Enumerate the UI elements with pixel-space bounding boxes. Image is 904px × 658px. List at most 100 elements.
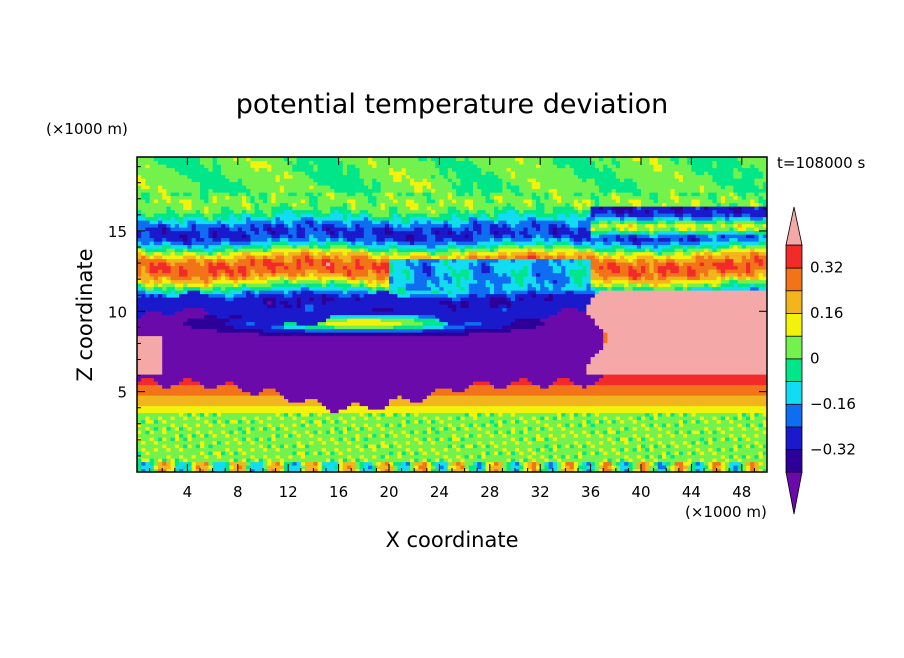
field-cell [641,440,646,445]
field-cell [397,370,403,375]
field-cell [225,356,230,361]
field-cell [691,423,697,428]
field-cell [158,405,163,410]
field-cell [754,423,760,428]
field-cell [263,412,268,417]
field-cell [750,388,755,393]
field-cell [305,405,310,410]
field-cell [582,430,587,435]
field-cell [510,402,516,407]
field-cell [540,433,545,438]
field-cell [162,409,167,414]
field-cell [531,360,537,365]
field-cell [267,405,272,410]
field-cell [292,405,298,410]
field-cell [179,430,184,435]
field-cell [195,465,201,470]
field-cell [632,409,638,414]
field-cell [414,367,419,372]
field-cell [439,423,445,428]
field-cell [204,398,209,403]
field-cell [246,412,251,417]
field-cell [725,468,730,472]
field-cell [741,363,747,368]
field-cell [498,398,503,403]
field-cell [657,377,663,382]
field-cell [699,360,705,365]
field-cell [649,426,655,431]
field-cell [666,360,671,365]
field-cell [326,454,331,459]
field-cell [330,468,335,472]
field-cell [519,423,524,428]
field-cell [544,367,550,372]
field-cell [620,377,625,382]
field-cell [506,395,512,400]
field-cell [695,412,701,417]
field-cell [149,458,155,463]
field-cell [649,465,655,470]
field-cell [594,444,600,449]
field-cell [594,437,600,442]
field-cell [145,465,151,470]
field-cell [746,402,751,407]
field-cell [704,458,709,463]
field-cell [754,465,760,470]
field-cell [683,388,688,393]
field-cell [515,419,520,424]
field-cell [586,447,592,452]
field-cell [170,360,176,365]
field-cell [628,458,634,463]
field-cell [594,402,600,407]
field-cell [683,437,688,442]
field-cell [494,384,499,389]
field-cell [422,409,428,414]
field-cell [267,409,272,414]
field-cell [758,426,764,431]
field-cell [195,367,201,372]
field-cell [582,363,587,368]
field-cell [305,356,310,361]
field-cell [649,377,655,382]
field-cell [737,454,743,459]
field-cell [628,360,634,365]
field-cell [250,381,256,386]
field-cell [620,367,625,372]
field-cell [153,419,159,424]
field-cell [636,405,642,410]
field-cell [536,391,541,396]
field-cell [494,391,499,396]
field-cell [716,405,722,410]
field-cell [573,367,579,372]
field-cell [393,458,398,463]
field-cell [254,423,260,428]
field-cell [557,363,562,368]
field-cell [729,356,734,361]
field-cell [716,454,722,459]
field-cell [758,402,764,407]
field-cell [267,384,272,389]
field-cell [657,454,663,459]
field-cell [498,360,503,365]
field-cell [704,398,709,403]
field-cell [502,405,508,410]
field-cell [313,416,319,421]
field-cell [645,437,650,442]
field-cell [174,447,180,452]
field-cell [174,367,180,372]
field-cell [485,465,491,470]
field-cell [355,433,361,438]
field-cell [153,391,159,396]
field-cell [573,395,579,400]
field-cell [351,384,356,389]
field-cell [720,360,726,365]
field-cell [225,433,230,438]
field-cell [515,447,520,452]
field-cell [607,458,613,463]
field-cell [183,419,188,424]
field-cell [636,402,642,407]
field-cell [531,388,537,393]
field-cell [317,367,323,372]
field-cell [506,444,512,449]
field-cell [590,398,596,403]
